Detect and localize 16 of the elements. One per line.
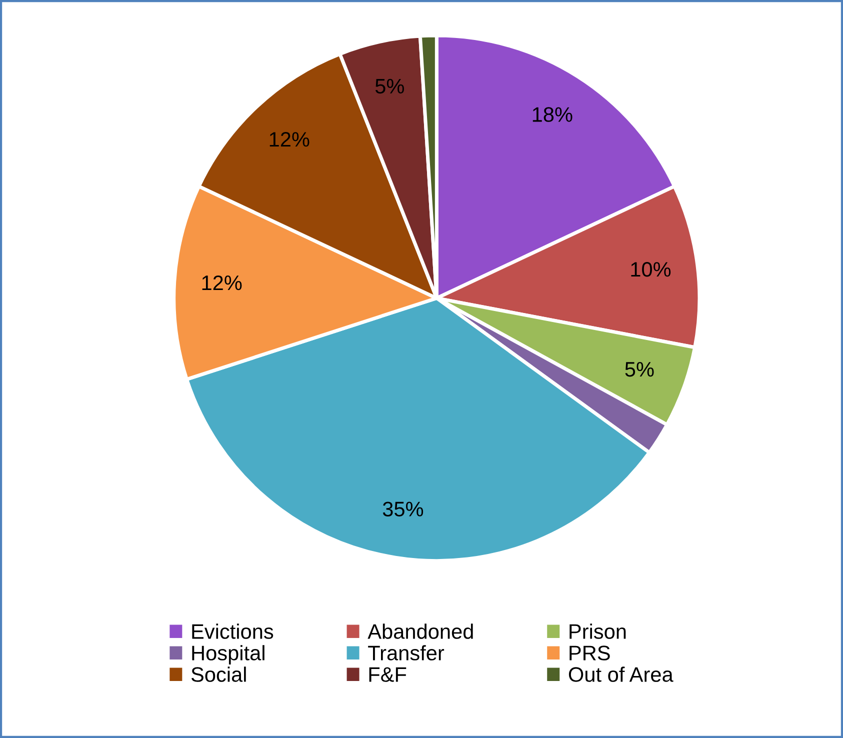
legend-label: PRS xyxy=(570,646,610,660)
data-label: 18% xyxy=(532,107,572,122)
data-label: 5% xyxy=(625,362,654,377)
data-label: 12% xyxy=(270,132,310,147)
data-label: 5% xyxy=(375,78,404,94)
legend-label: Hospital xyxy=(192,645,264,665)
data-label: 12% xyxy=(202,275,242,290)
data-label: 10% xyxy=(631,262,671,277)
data-label: 35% xyxy=(382,502,424,516)
legend-label: Abandoned xyxy=(368,624,473,639)
legend-label: Evictions xyxy=(192,624,274,639)
legend-label: Prison xyxy=(570,624,626,639)
legend-label: Out of Area xyxy=(568,666,674,682)
legend-label: Social xyxy=(191,666,246,682)
legend-label: F&F xyxy=(369,667,406,682)
legend-label: Transfer xyxy=(368,645,444,660)
